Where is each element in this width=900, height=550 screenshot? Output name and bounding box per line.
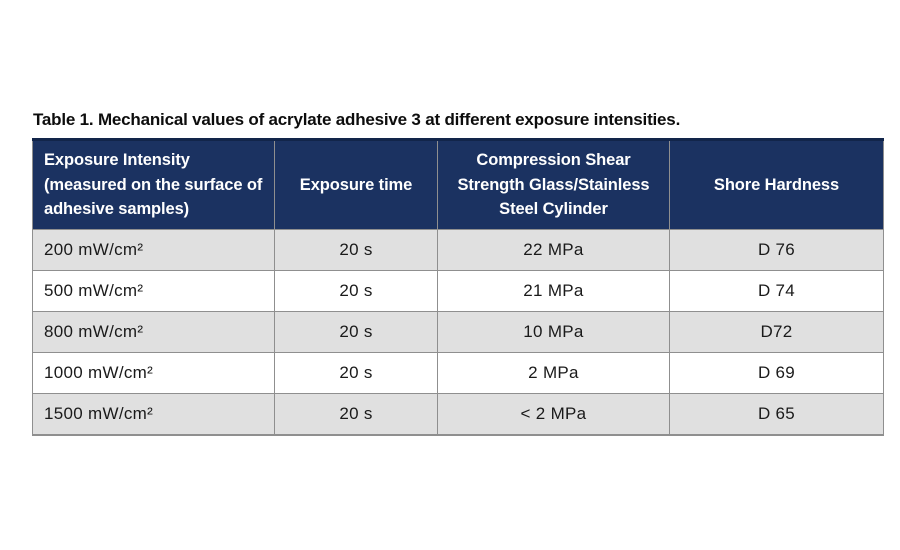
cell-exposure-time: 20 s: [274, 270, 438, 312]
cell-compression-shear: 2 MPa: [437, 352, 670, 394]
cell-shore-hardness: D 76: [669, 229, 884, 271]
table-header-row: Exposure Intensity (measured on the surf…: [32, 138, 884, 230]
header-shore-hardness: Shore Hardness: [669, 138, 884, 230]
table-title: Table 1. Mechanical values of acrylate a…: [33, 110, 681, 129]
cell-compression-shear: 22 MPa: [437, 229, 670, 271]
cell-exposure-intensity: 200 mW/cm²: [32, 229, 275, 271]
cell-exposure-time: 20 s: [274, 229, 438, 271]
table-row: 1500 mW/cm² 20 s < 2 MPa D 65: [32, 393, 884, 436]
cell-shore-hardness: D 65: [669, 393, 884, 436]
cell-exposure-intensity: 800 mW/cm²: [32, 311, 275, 353]
cell-exposure-intensity: 500 mW/cm²: [32, 270, 275, 312]
cell-shore-hardness: D72: [669, 311, 884, 353]
mechanical-values-table: Exposure Intensity (measured on the surf…: [32, 138, 884, 436]
table-row: 1000 mW/cm² 20 s 2 MPa D 69: [32, 352, 884, 394]
cell-exposure-time: 20 s: [274, 311, 438, 353]
cell-shore-hardness: D 69: [669, 352, 884, 394]
cell-compression-shear: < 2 MPa: [437, 393, 670, 436]
cell-exposure-time: 20 s: [274, 352, 438, 394]
header-exposure-time: Exposure time: [274, 138, 438, 230]
header-compression-shear: Compression Shear Strength Glass/Stainle…: [437, 138, 670, 230]
cell-exposure-intensity: 1000 mW/cm²: [32, 352, 275, 394]
cell-compression-shear: 21 MPa: [437, 270, 670, 312]
cell-exposure-time: 20 s: [274, 393, 438, 436]
header-exposure-intensity: Exposure Intensity (measured on the surf…: [32, 138, 275, 230]
table-row: 800 mW/cm² 20 s 10 MPa D72: [32, 311, 884, 353]
table-row: 500 mW/cm² 20 s 21 MPa D 74: [32, 270, 884, 312]
table-row: 200 mW/cm² 20 s 22 MPa D 76: [32, 229, 884, 271]
cell-exposure-intensity: 1500 mW/cm²: [32, 393, 275, 436]
cell-compression-shear: 10 MPa: [437, 311, 670, 353]
cell-shore-hardness: D 74: [669, 270, 884, 312]
